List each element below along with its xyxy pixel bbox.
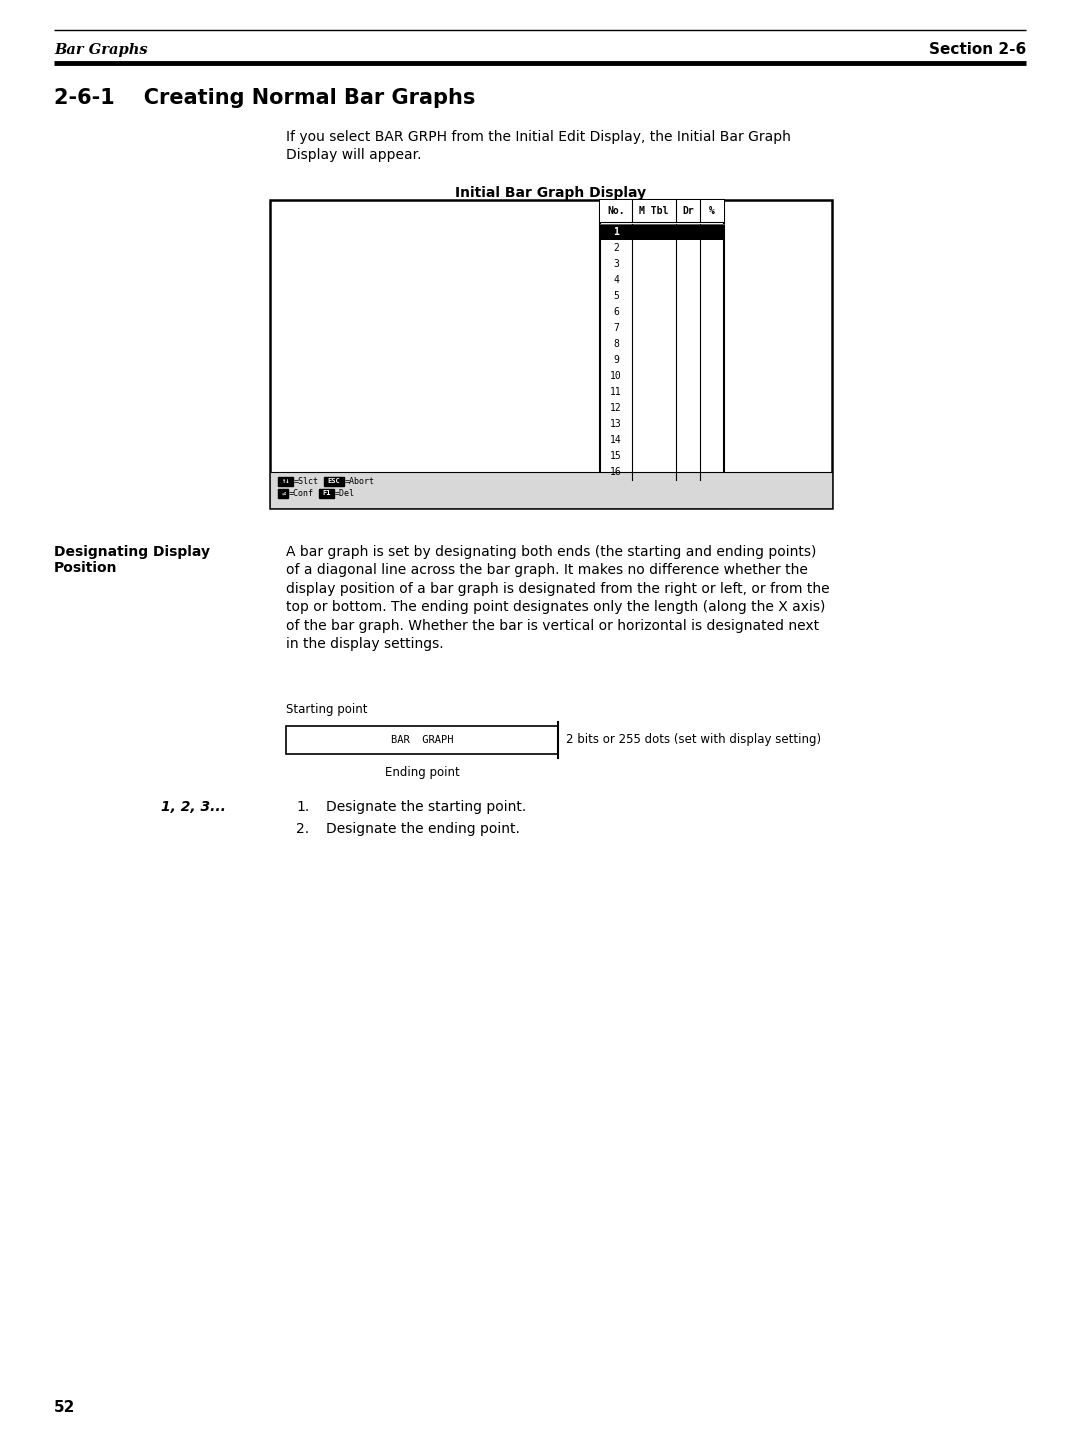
Bar	[600, 199, 724, 222]
Text: Bar Graphs: Bar Graphs	[54, 43, 148, 57]
Text: =Conf: =Conf	[289, 488, 314, 498]
Text: 9: 9	[613, 354, 619, 364]
Bar	[270, 199, 832, 508]
Text: 4: 4	[613, 276, 619, 286]
Text: 15: 15	[610, 451, 622, 461]
Text: 2 bits or 255 dots (set with display setting): 2 bits or 255 dots (set with display set…	[566, 733, 821, 746]
Bar	[278, 488, 288, 498]
Bar	[324, 476, 345, 485]
Text: 12: 12	[610, 403, 622, 413]
Text: M Tbl: M Tbl	[639, 207, 669, 217]
Text: A bar graph is set by designating both ends (the starting and ending points)
of : A bar graph is set by designating both e…	[286, 545, 829, 651]
Text: Starting point: Starting point	[286, 703, 367, 716]
Text: 1, 2, 3...: 1, 2, 3...	[161, 799, 226, 814]
Text: 10: 10	[610, 372, 622, 382]
Text: 2.: 2.	[296, 822, 309, 837]
Text: F1: F1	[322, 489, 330, 497]
Text: 5: 5	[613, 291, 619, 301]
Bar	[286, 726, 558, 753]
Text: 14: 14	[610, 435, 622, 445]
Text: 3: 3	[613, 258, 619, 268]
Text: 52: 52	[54, 1401, 76, 1415]
Text: Ending point: Ending point	[384, 766, 459, 779]
Text: No.: No.	[607, 207, 625, 217]
Text: 8: 8	[613, 339, 619, 349]
Text: 1: 1	[613, 227, 619, 237]
Text: 1.: 1.	[296, 799, 309, 814]
Text: Designating Display
Position: Designating Display Position	[54, 545, 210, 575]
Text: If you select BAR GRPH from the Initial Edit Display, the Initial Bar Graph
Disp: If you select BAR GRPH from the Initial …	[286, 131, 791, 162]
Bar	[270, 472, 832, 508]
Text: ESC: ESC	[327, 478, 340, 484]
Text: =Del: =Del	[335, 488, 355, 498]
Text: ↑↓: ↑↓	[281, 478, 289, 484]
Text: 2: 2	[613, 243, 619, 253]
Text: ⏎: ⏎	[281, 489, 285, 497]
Text: %: %	[710, 207, 715, 217]
Text: Section 2-6: Section 2-6	[929, 43, 1026, 57]
Text: 13: 13	[610, 419, 622, 429]
Text: 6: 6	[613, 307, 619, 317]
Bar	[600, 224, 724, 240]
Text: 2-6-1    Creating Normal Bar Graphs: 2-6-1 Creating Normal Bar Graphs	[54, 88, 475, 108]
Text: Designate the ending point.: Designate the ending point.	[326, 822, 519, 837]
Text: 11: 11	[610, 387, 622, 397]
Text: 16: 16	[610, 466, 622, 476]
Text: 7: 7	[613, 323, 619, 333]
Bar	[319, 488, 334, 498]
Text: Dr: Dr	[683, 207, 693, 217]
Text: =Slct: =Slct	[294, 476, 319, 485]
Text: =Abort: =Abort	[345, 476, 375, 485]
Bar	[600, 199, 724, 508]
Text: BAR  GRAPH: BAR GRAPH	[391, 735, 454, 745]
Bar	[278, 476, 293, 485]
Text: Designate the starting point.: Designate the starting point.	[326, 799, 526, 814]
Text: Initial Bar Graph Display: Initial Bar Graph Display	[456, 187, 647, 199]
